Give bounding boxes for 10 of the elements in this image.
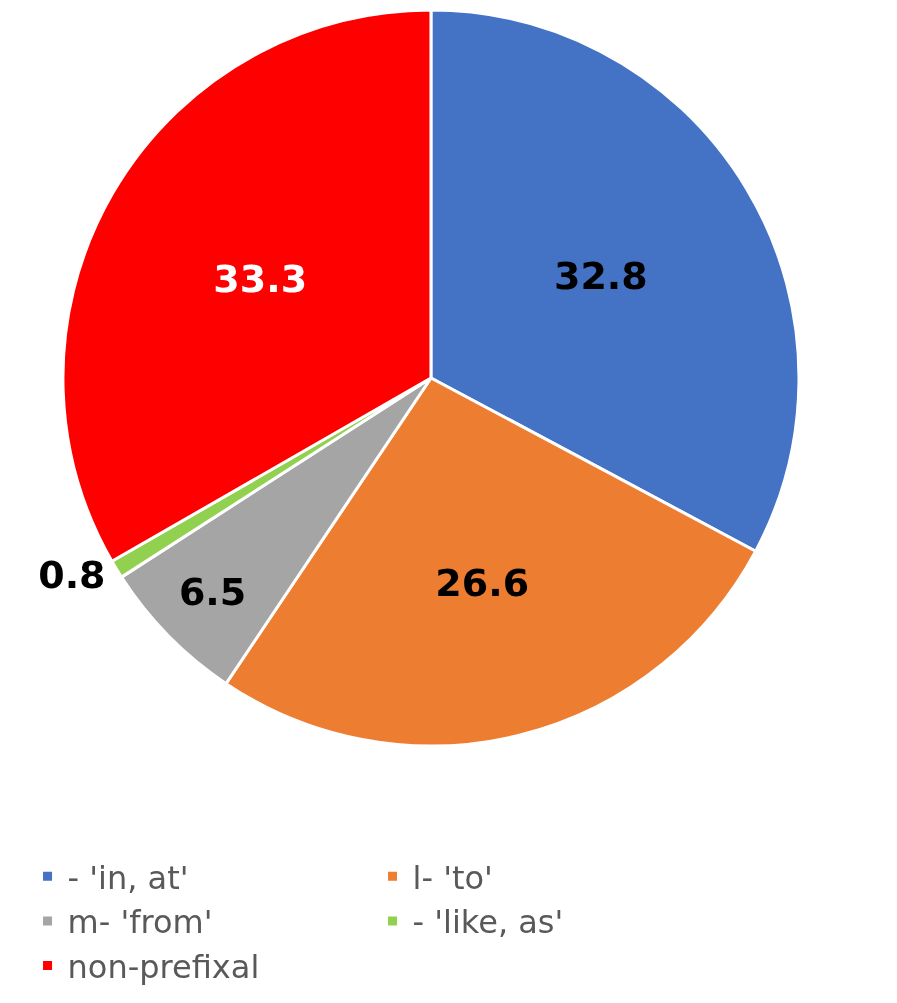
legend-label: non-prefixal	[67, 947, 260, 986]
data-label: 6.5	[178, 570, 247, 615]
data-label: 32.8	[553, 254, 648, 299]
legend-label: - 'in, at'	[67, 858, 189, 897]
data-label: 26.6	[435, 560, 530, 605]
legend-label: - 'like, as'	[412, 903, 564, 942]
data-label: 0.8	[38, 553, 106, 598]
data-label: 33.3	[213, 257, 308, 302]
legend-label: l- 'to'	[412, 858, 493, 897]
legend-label: m- 'from'	[67, 903, 213, 942]
